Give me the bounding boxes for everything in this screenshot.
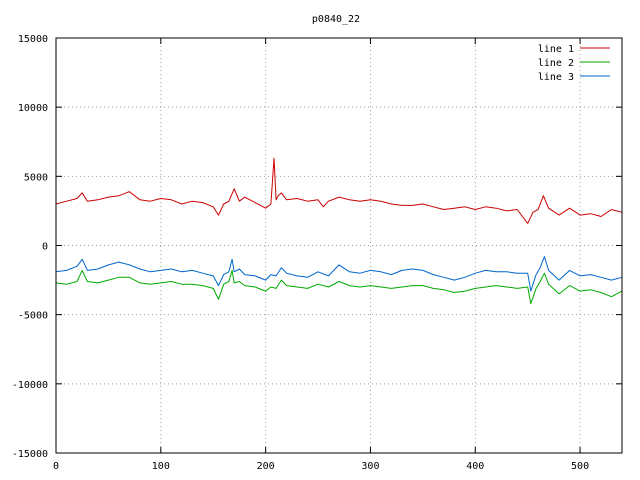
y-tick-label: 5000 (24, 172, 48, 183)
y-tick-label: 15000 (18, 34, 48, 45)
x-tick-label: 300 (361, 461, 379, 472)
x-tick-label: 500 (571, 461, 589, 472)
y-tick-label: 0 (42, 242, 48, 253)
series-group (55, 157, 623, 305)
series-line-2-line (55, 269, 623, 305)
legend: line 1 line 2 line 3 (538, 44, 610, 83)
legend-label: line 3 (538, 72, 574, 83)
x-tick-label: 400 (466, 461, 484, 472)
x-tick-label: 0 (53, 461, 59, 472)
y-tick-label: -10000 (12, 380, 48, 391)
y-tick-label: 10000 (18, 103, 48, 114)
series-line-3-line (55, 256, 623, 292)
y-tick-label: -5000 (18, 311, 48, 322)
chart-title: p0840_22 (312, 14, 360, 25)
legend-label: line 1 (538, 44, 574, 55)
x-tick-label: 200 (257, 461, 275, 472)
x-tick-label: 100 (152, 461, 170, 472)
y-tick-label: -15000 (12, 449, 48, 460)
legend-label: line 2 (538, 58, 574, 69)
series-line-1-line (55, 157, 623, 224)
axis-ticks: 0 100 200 300 400 500 -15000 -10000 -5000 0 5000 10… (12, 34, 622, 472)
